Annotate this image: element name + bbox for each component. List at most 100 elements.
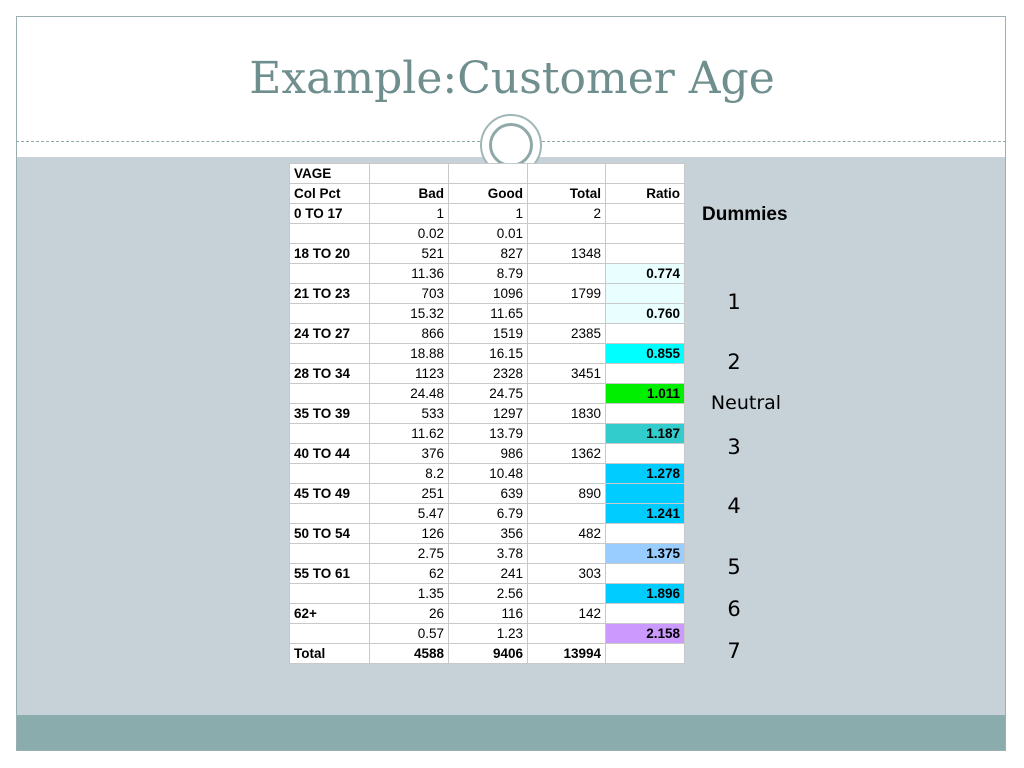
header-ratio-cell (605, 163, 685, 184)
total-cell (527, 543, 606, 564)
total-cell: 2385 (527, 323, 606, 344)
ratio-cell: 1.278 (605, 463, 685, 484)
table-header-row: VAGE (289, 163, 685, 184)
table-row: 18 TO 20 521 827 1348 (289, 243, 685, 264)
slide-title: Example:Customer Age (249, 53, 775, 104)
ratio-cell (605, 323, 685, 344)
good-cell: 11.65 (448, 303, 528, 324)
table-row: 28 TO 34 1123 2328 3451 (289, 363, 685, 384)
ratio-cell: 1.896 (605, 583, 685, 604)
table-row: 24 TO 27 866 1519 2385 (289, 323, 685, 344)
row-label-cell (289, 223, 370, 244)
row-label-cell (289, 543, 370, 564)
total-cell (527, 423, 606, 444)
bad-cell: 11.36 (369, 263, 449, 284)
good-cell: 241 (448, 563, 528, 584)
total-cell (527, 223, 606, 244)
total-cell: 2 (527, 203, 606, 224)
dummy-group-label: 4 (727, 494, 741, 518)
table-row: 55 TO 61 62 241 303 (289, 563, 685, 584)
bad-cell: 18.88 (369, 343, 449, 364)
row-label-cell: 21 TO 23 (289, 283, 370, 304)
total-cell: 3451 (527, 363, 606, 384)
table-row: 62+ 26 116 142 (289, 603, 685, 624)
header-good-cell: Good (448, 183, 528, 204)
header-good-cell (448, 163, 528, 184)
table-row: 18.88 16.15 0.855 (289, 343, 685, 364)
good-cell: 6.79 (448, 503, 528, 524)
table-total-row: Total 4588 9406 13994 (289, 643, 685, 664)
header-bad-cell: Bad (369, 183, 449, 204)
table-row: 0 TO 17 1 1 2 (289, 203, 685, 224)
total-cell: 1830 (527, 403, 606, 424)
bad-cell: 4588 (369, 643, 449, 664)
bad-cell: 1123 (369, 363, 449, 384)
dummy-group-label: 2 (727, 350, 741, 374)
bad-cell: 126 (369, 523, 449, 544)
table-row: 50 TO 54 126 356 482 (289, 523, 685, 544)
total-cell: 13994 (527, 643, 606, 664)
good-cell: 986 (448, 443, 528, 464)
total-cell (527, 303, 606, 324)
dummy-group-label: 5 (727, 555, 741, 579)
header-total-cell (527, 163, 606, 184)
inner-ring (489, 123, 533, 167)
row-label-cell: 40 TO 44 (289, 443, 370, 464)
row-label-cell: 24 TO 27 (289, 323, 370, 344)
table-row: 2.75 3.78 1.375 (289, 543, 685, 564)
good-cell: 1297 (448, 403, 528, 424)
good-cell: 3.78 (448, 543, 528, 564)
bad-cell: 533 (369, 403, 449, 424)
table-row: 1.35 2.56 1.896 (289, 583, 685, 604)
total-cell: 142 (527, 603, 606, 624)
good-cell: 13.79 (448, 423, 528, 444)
total-cell (527, 623, 606, 644)
row-label-cell (289, 263, 370, 284)
good-cell: 827 (448, 243, 528, 264)
table-row: 11.62 13.79 1.187 (289, 423, 685, 444)
row-label-cell: 62+ (289, 603, 370, 624)
header-total-cell: Total (527, 183, 606, 204)
bad-cell: 251 (369, 483, 449, 504)
ratio-cell (605, 643, 685, 664)
total-cell: 890 (527, 483, 606, 504)
good-cell: 16.15 (448, 343, 528, 364)
good-cell: 639 (448, 483, 528, 504)
vage-table: VAGE Col Pct Bad Good Total Ratio 0 TO 17 1 1 2 0.… (289, 163, 685, 664)
good-cell: 1.23 (448, 623, 528, 644)
ratio-cell: 1.187 (605, 423, 685, 444)
header-row-label-cell: Col Pct (289, 183, 370, 204)
total-cell (527, 343, 606, 364)
row-label-cell (289, 383, 370, 404)
dummy-group-label-neutral: Neutral (710, 392, 782, 414)
header-row-label-cell: VAGE (289, 163, 370, 184)
ratio-cell: 2.158 (605, 623, 685, 644)
good-cell: 116 (448, 603, 528, 624)
row-label-cell (289, 583, 370, 604)
row-label-cell (289, 303, 370, 324)
bad-cell: 1.35 (369, 583, 449, 604)
ratio-cell (605, 523, 685, 544)
good-cell: 24.75 (448, 383, 528, 404)
bad-cell: 2.75 (369, 543, 449, 564)
ratio-cell (605, 443, 685, 464)
good-cell: 9406 (448, 643, 528, 664)
total-cell: 303 (527, 563, 606, 584)
total-cell (527, 383, 606, 404)
ratio-cell (605, 603, 685, 624)
ratio-cell (605, 403, 685, 424)
bad-cell: 15.32 (369, 303, 449, 324)
ratio-cell (605, 243, 685, 264)
table-row: 35 TO 39 533 1297 1830 (289, 403, 685, 424)
row-label-cell: 45 TO 49 (289, 483, 370, 504)
ratio-cell: 0.760 (605, 303, 685, 324)
total-cell (527, 583, 606, 604)
good-cell: 10.48 (448, 463, 528, 484)
bad-cell: 866 (369, 323, 449, 344)
ratio-cell: 1.011 (605, 383, 685, 404)
footer-band (16, 715, 1006, 751)
bad-cell: 5.47 (369, 503, 449, 524)
good-cell: 8.79 (448, 263, 528, 284)
row-label-cell: 50 TO 54 (289, 523, 370, 544)
bad-cell: 0.57 (369, 623, 449, 644)
